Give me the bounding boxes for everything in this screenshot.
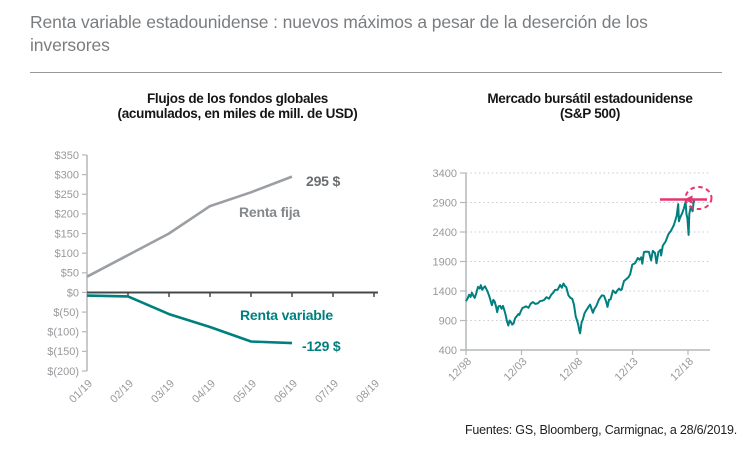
right-x-tick-label: 12/13 bbox=[613, 356, 641, 384]
right-x-tick-label: 12/08 bbox=[557, 356, 585, 384]
left-y-tick-label: $(150) bbox=[47, 346, 79, 358]
left-chart: $350 $300 $250 $200 $150 $100 $50 $0 $(50) $(100)… bbox=[47, 150, 382, 406]
right-y-tick-label: 3400 bbox=[433, 168, 457, 180]
left-x-tick-label: 06/19 bbox=[272, 378, 300, 406]
highlight-dashed-circle bbox=[684, 186, 713, 211]
left-y-tick-label: $0 bbox=[67, 287, 79, 299]
right-y-tick-label: 2400 bbox=[433, 227, 457, 239]
left-x-tick-label: 03/19 bbox=[149, 378, 177, 406]
right-y-tick-label: 2900 bbox=[433, 197, 457, 209]
left-y-tick-label: $300 bbox=[55, 169, 79, 181]
left-x-tick-label: 02/19 bbox=[108, 378, 136, 406]
right-x-tick-label: 12/03 bbox=[502, 356, 530, 384]
right-y-tick-label: 1400 bbox=[433, 286, 457, 298]
highlight-arrow bbox=[684, 195, 693, 204]
right-chart-header: Mercado bursátil estadounidense (S&P 500… bbox=[430, 91, 750, 121]
right-x-tick-label: 12/98 bbox=[446, 356, 474, 384]
left-chart-title: Flujos de los fondos globales bbox=[146, 91, 329, 106]
left-y-tick-label: $(100) bbox=[47, 327, 79, 339]
title-divider bbox=[30, 72, 722, 73]
left-y-tick-label: $350 bbox=[55, 150, 79, 162]
renta-fija-line bbox=[86, 175, 293, 278]
right-y-tick-label: 400 bbox=[439, 345, 457, 357]
sp500-line bbox=[465, 199, 696, 335]
renta-variable-line bbox=[86, 294, 293, 345]
left-y-tick-label: $(50) bbox=[53, 307, 79, 319]
right-y-tick-label: 900 bbox=[439, 315, 457, 327]
left-y-tick-label: $150 bbox=[55, 228, 79, 240]
renta-variable-label: Renta variable bbox=[240, 307, 333, 323]
right-y-tick-label: 1900 bbox=[433, 256, 457, 268]
left-x-tick-label: 04/19 bbox=[190, 378, 218, 406]
source-note: Fuentes: GS, Bloomberg, Carmignac, a 28/… bbox=[464, 423, 737, 437]
left-x-tick-label: 05/19 bbox=[231, 378, 259, 406]
left-x-tick-label: 08/19 bbox=[354, 378, 382, 406]
renta-fija-label: Renta fija bbox=[239, 204, 300, 220]
left-x-tick-label: 07/19 bbox=[313, 378, 341, 406]
left-y-tick-label: $(200) bbox=[47, 366, 79, 378]
left-y-tick-label: $100 bbox=[55, 248, 79, 260]
page-title: Renta variable estadounidense : nuevos m… bbox=[30, 12, 648, 55]
renta-variable-end-value: -129 $ bbox=[302, 338, 341, 354]
left-x-tick-label: 01/19 bbox=[67, 378, 95, 406]
renta-fija-end-value: 295 $ bbox=[306, 173, 340, 189]
left-y-tick-label: $50 bbox=[61, 268, 79, 280]
left-y-tick-label: $250 bbox=[55, 189, 79, 201]
left-chart-header: Flujos de los fondos globales (acumulado… bbox=[50, 91, 425, 121]
left-y-tick-label: $200 bbox=[55, 209, 79, 221]
right-x-tick-label: 12/18 bbox=[668, 356, 696, 384]
right-chart-subtitle: (S&P 500) bbox=[559, 105, 621, 121]
right-chart-title: Mercado bursátil estadounidense bbox=[487, 91, 693, 106]
left-chart-subtitle: (acumulados, en miles de mill. de USD) bbox=[117, 105, 358, 121]
